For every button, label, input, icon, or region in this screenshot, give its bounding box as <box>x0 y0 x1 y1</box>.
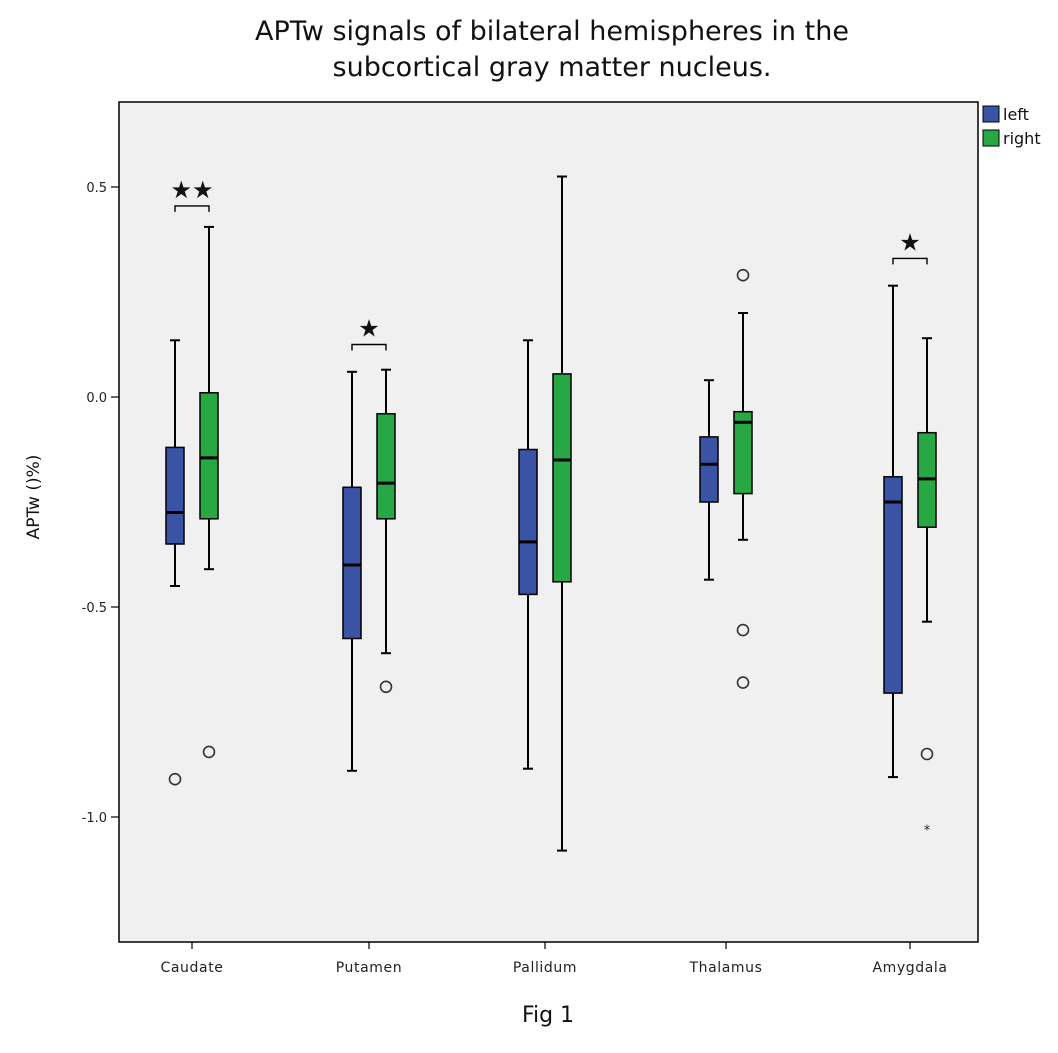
box-right <box>733 410 753 495</box>
significance-stars: ★ <box>899 228 921 256</box>
box-right <box>552 373 572 583</box>
plot-area <box>118 101 979 943</box>
significance-bracket <box>892 257 928 265</box>
chart-title-line-2: subcortical gray matter nucleus. <box>332 52 772 83</box>
legend-label-left: left <box>1003 105 1029 124</box>
significance-stars: ★★ <box>170 176 213 204</box>
legend-swatch-left <box>982 105 1000 123</box>
box-right <box>376 413 396 520</box>
legend-label-right: right <box>1003 129 1041 148</box>
box-plot-chart: 0.5 0.0 -0.5 -1.0 APTw ()%) Caudate Putamen Pal… <box>24 101 1041 976</box>
significance-bracket <box>351 343 387 351</box>
outlier-point <box>168 772 182 786</box>
box-left <box>883 476 903 694</box>
x-tick-label: Amygdala <box>872 960 947 976</box>
box-right <box>199 392 219 520</box>
y-axis-title: APTw ()%) <box>24 455 44 540</box>
figure-caption: Fig 1 <box>521 1003 575 1028</box>
box-left <box>518 448 538 596</box>
y-tick-label: 0.0 <box>86 391 107 406</box>
chart-title-line-1: APTw signals of bilateral hemispheres in… <box>255 16 849 47</box>
outlier-point <box>736 268 750 282</box>
outlier-point <box>379 680 393 694</box>
significance-bracket <box>174 205 210 212</box>
x-tick-label: Putamen <box>336 960 402 976</box>
x-tick-label: Pallidum <box>513 960 577 976</box>
box-left <box>699 436 719 503</box>
chart-title: APTw signals of bilateral hemispheres in… <box>0 14 1058 86</box>
box-left <box>165 446 185 545</box>
y-tick-label: 0.5 <box>86 181 107 196</box>
outlier-point <box>202 745 216 759</box>
outlier-point <box>920 747 934 761</box>
outlier-point <box>736 676 750 689</box>
box-left <box>342 486 362 640</box>
outlier-point <box>736 623 750 637</box>
y-tick-label: -0.5 <box>82 601 107 616</box>
y-tick-label: -1.0 <box>82 811 107 826</box>
extreme-point: * <box>924 824 931 839</box>
x-tick-label: Thalamus <box>688 960 762 976</box>
legend-swatch-right <box>982 129 1000 147</box>
significance-stars: ★ <box>358 315 380 343</box>
x-tick-label: Caudate <box>161 960 224 976</box>
